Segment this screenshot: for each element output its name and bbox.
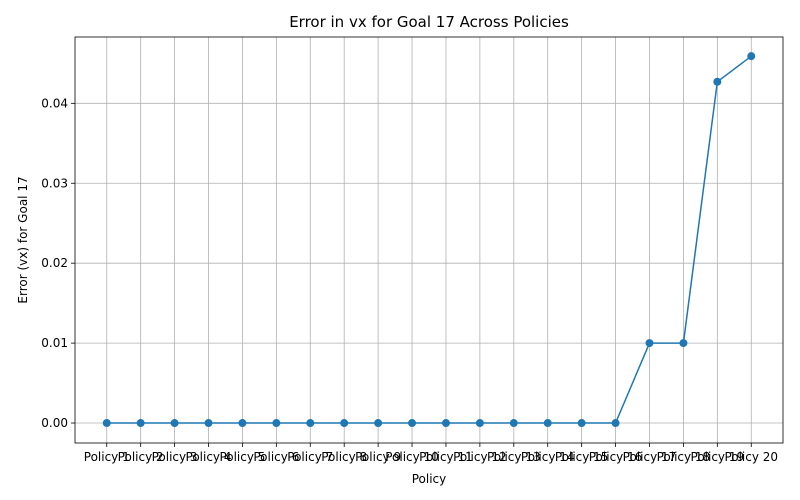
data-point xyxy=(306,419,315,428)
plot-frame xyxy=(74,36,784,444)
data-point xyxy=(475,419,484,428)
x-tick-label: Policy 13 xyxy=(487,450,541,464)
data-point xyxy=(679,339,688,348)
data-point xyxy=(204,419,213,428)
y-tick-label: 0.04 xyxy=(41,96,68,110)
data-point xyxy=(577,419,586,428)
data-point xyxy=(645,339,654,348)
data-point xyxy=(713,77,722,86)
x-tick-label: Policy 11 xyxy=(419,450,473,464)
data-point xyxy=(611,419,620,428)
x-tick-label: Policy 4 xyxy=(186,450,232,464)
series-line xyxy=(106,55,752,424)
x-tick-label: Policy 1 xyxy=(84,450,130,464)
data-point xyxy=(747,52,756,61)
x-tick-label: Policy 3 xyxy=(152,450,198,464)
data-point xyxy=(238,419,247,428)
y-tick-label: 0.01 xyxy=(41,336,68,350)
x-tick-label: Policy 18 xyxy=(657,450,711,464)
x-tick-label: Policy 16 xyxy=(589,450,643,464)
data-point xyxy=(340,419,349,428)
x-tick-label: Policy 17 xyxy=(623,450,677,464)
x-tick-label: Policy 19 xyxy=(691,450,745,464)
x-tick-label: Policy 8 xyxy=(321,450,367,464)
data-point xyxy=(509,419,518,428)
data-point xyxy=(408,419,417,428)
data-point xyxy=(170,419,179,428)
y-tick-label: 0.03 xyxy=(41,176,68,190)
data-point xyxy=(136,419,145,428)
x-axis-label: Policy xyxy=(412,472,447,486)
x-tick-label: Policy 9 xyxy=(355,450,401,464)
grid-lines xyxy=(75,37,783,443)
y-axis-label: Error (vx) for Goal 17 xyxy=(16,176,30,303)
data-series xyxy=(102,52,756,428)
x-tick-label: Policy 6 xyxy=(253,450,299,464)
data-point xyxy=(374,419,383,428)
x-tick-label: Policy 20 xyxy=(724,450,778,464)
x-tick-label: Policy 10 xyxy=(385,450,439,464)
x-tick-label: Policy 12 xyxy=(453,450,507,464)
x-tick-label: Policy 7 xyxy=(287,450,333,464)
chart-title: Error in vx for Goal 17 Across Policies xyxy=(289,13,569,31)
data-point xyxy=(102,419,111,428)
data-point xyxy=(543,419,552,428)
y-axis: 0.00 0.01 0.02 0.03 0.04 xyxy=(41,96,75,430)
y-tick-label: 0.00 xyxy=(41,416,68,430)
x-tick-label: Policy 5 xyxy=(219,450,265,464)
x-tick-label: Policy 14 xyxy=(521,450,575,464)
data-point xyxy=(441,419,450,428)
x-tick-label: Policy 2 xyxy=(118,450,164,464)
x-tick-label: Policy 15 xyxy=(555,450,609,464)
y-tick-label: 0.02 xyxy=(41,256,68,270)
data-point xyxy=(272,419,281,428)
